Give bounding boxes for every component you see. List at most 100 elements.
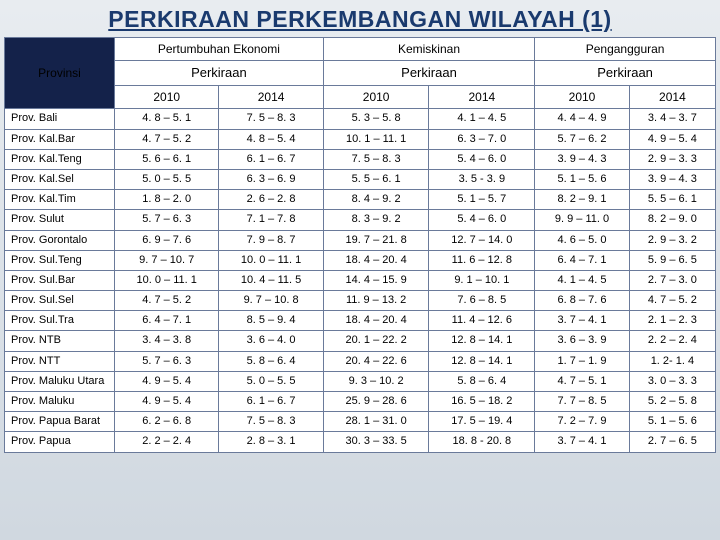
value-cell: 7. 5 – 8. 3 <box>219 109 323 129</box>
province-cell: Prov. Gorontalo <box>5 230 115 250</box>
value-cell: 5. 1 – 5. 6 <box>535 169 630 189</box>
value-cell: 30. 3 – 33. 5 <box>323 432 429 452</box>
value-cell: 11. 9 – 13. 2 <box>323 291 429 311</box>
value-cell: 5. 3 – 5. 8 <box>323 109 429 129</box>
value-cell: 5. 7 – 6. 3 <box>115 351 219 371</box>
value-cell: 5. 4 – 6. 0 <box>429 149 535 169</box>
group-pengangguran: Pengangguran <box>535 38 716 61</box>
province-cell: Prov. Sul.Bar <box>5 270 115 290</box>
value-cell: 6. 2 – 6. 8 <box>115 412 219 432</box>
value-cell: 8. 3 – 9. 2 <box>323 210 429 230</box>
value-cell: 14. 4 – 15. 9 <box>323 270 429 290</box>
value-cell: 5. 0 – 5. 5 <box>115 169 219 189</box>
value-cell: 3. 9 – 4. 3 <box>629 169 715 189</box>
value-cell: 5. 1 – 5. 7 <box>429 190 535 210</box>
value-cell: 11. 6 – 12. 8 <box>429 250 535 270</box>
value-cell: 9. 7 – 10. 8 <box>219 291 323 311</box>
page-title: PERKIRAAN PERKEMBANGAN WILAYAH (1) <box>0 0 720 37</box>
value-cell: 3. 6 – 3. 9 <box>535 331 630 351</box>
province-cell: Prov. Bali <box>5 109 115 129</box>
value-cell: 5. 8 – 6. 4 <box>429 371 535 391</box>
table-row: Prov. Maluku4. 9 – 5. 46. 1 – 6. 725. 9 … <box>5 392 716 412</box>
value-cell: 7. 5 – 8. 3 <box>219 412 323 432</box>
value-cell: 9. 9 – 11. 0 <box>535 210 630 230</box>
year-cell: 2010 <box>115 85 219 108</box>
value-cell: 1. 2- 1. 4 <box>629 351 715 371</box>
value-cell: 5. 9 – 6. 5 <box>629 250 715 270</box>
value-cell: 9. 7 – 10. 7 <box>115 250 219 270</box>
value-cell: 6. 3 – 7. 0 <box>429 129 535 149</box>
value-cell: 6. 1 – 6. 7 <box>219 149 323 169</box>
table-row: Prov. Kal.Sel5. 0 – 5. 56. 3 – 6. 95. 5 … <box>5 169 716 189</box>
value-cell: 3. 5 - 3. 9 <box>429 169 535 189</box>
value-cell: 4. 9 – 5. 4 <box>115 371 219 391</box>
value-cell: 17. 5 – 19. 4 <box>429 412 535 432</box>
value-cell: 4. 7 – 5. 1 <box>535 371 630 391</box>
value-cell: 3. 6 – 4. 0 <box>219 331 323 351</box>
value-cell: 1. 7 – 1. 9 <box>535 351 630 371</box>
value-cell: 28. 1 – 31. 0 <box>323 412 429 432</box>
province-cell: Prov. Sul.Teng <box>5 250 115 270</box>
province-cell: Prov. Papua <box>5 432 115 452</box>
value-cell: 4. 9 – 5. 4 <box>629 129 715 149</box>
sub-pengangguran: Perkiraan <box>535 61 716 86</box>
table-row: Prov. Kal.Tim1. 8 – 2. 02. 6 – 2. 88. 4 … <box>5 190 716 210</box>
table-row: Prov. Kal.Bar4. 7 – 5. 24. 8 – 5. 410. 1… <box>5 129 716 149</box>
province-cell: Prov. Papua Barat <box>5 412 115 432</box>
table-row: Prov. Sul.Bar10. 0 – 11. 110. 4 – 11. 51… <box>5 270 716 290</box>
value-cell: 7. 2 – 7. 9 <box>535 412 630 432</box>
group-kemiskinan: Kemiskinan <box>323 38 534 61</box>
value-cell: 2. 7 – 3. 0 <box>629 270 715 290</box>
province-cell: Prov. Kal.Teng <box>5 149 115 169</box>
value-cell: 4. 9 – 5. 4 <box>115 392 219 412</box>
value-cell: 4. 1 – 4. 5 <box>429 109 535 129</box>
value-cell: 4. 8 – 5. 1 <box>115 109 219 129</box>
value-cell: 7. 1 – 7. 8 <box>219 210 323 230</box>
table-row: Prov. Maluku Utara4. 9 – 5. 45. 0 – 5. 5… <box>5 371 716 391</box>
value-cell: 6. 3 – 6. 9 <box>219 169 323 189</box>
table-row: Prov. Sul.Teng9. 7 – 10. 710. 0 – 11. 11… <box>5 250 716 270</box>
value-cell: 4. 7 – 5. 2 <box>115 129 219 149</box>
value-cell: 10. 0 – 11. 1 <box>219 250 323 270</box>
province-cell: Prov. Kal.Bar <box>5 129 115 149</box>
value-cell: 10. 4 – 11. 5 <box>219 270 323 290</box>
group-header-row: Provinsi Pertumbuhan Ekonomi Kemiskinan … <box>5 38 716 61</box>
year-cell: 2010 <box>535 85 630 108</box>
province-cell: Prov. Kal.Sel <box>5 169 115 189</box>
year-cell: 2014 <box>219 85 323 108</box>
value-cell: 2. 2 – 2. 4 <box>115 432 219 452</box>
year-cell: 2010 <box>323 85 429 108</box>
value-cell: 2. 1 – 2. 3 <box>629 311 715 331</box>
value-cell: 19. 7 – 21. 8 <box>323 230 429 250</box>
value-cell: 5. 7 – 6. 3 <box>115 210 219 230</box>
value-cell: 4. 8 – 5. 4 <box>219 129 323 149</box>
value-cell: 18. 4 – 20. 4 <box>323 311 429 331</box>
value-cell: 12. 7 – 14. 0 <box>429 230 535 250</box>
year-cell: 2014 <box>629 85 715 108</box>
province-cell: Prov. NTB <box>5 331 115 351</box>
table-row: Prov. Gorontalo6. 9 – 7. 67. 9 – 8. 719.… <box>5 230 716 250</box>
value-cell: 2. 9 – 3. 3 <box>629 149 715 169</box>
table-row: Prov. NTT5. 7 – 6. 35. 8 – 6. 420. 4 – 2… <box>5 351 716 371</box>
value-cell: 2. 6 – 2. 8 <box>219 190 323 210</box>
value-cell: 8. 2 – 9. 0 <box>629 210 715 230</box>
province-cell: Prov. Kal.Tim <box>5 190 115 210</box>
sub-kemiskinan: Perkiraan <box>323 61 534 86</box>
value-cell: 8. 2 – 9. 1 <box>535 190 630 210</box>
value-cell: 25. 9 – 28. 6 <box>323 392 429 412</box>
value-cell: 18. 4 – 20. 4 <box>323 250 429 270</box>
value-cell: 1. 8 – 2. 0 <box>115 190 219 210</box>
value-cell: 6. 1 – 6. 7 <box>219 392 323 412</box>
table-row: Prov. Papua Barat6. 2 – 6. 87. 5 – 8. 32… <box>5 412 716 432</box>
year-cell: 2014 <box>429 85 535 108</box>
table-row: Prov. Sul.Sel4. 7 – 5. 29. 7 – 10. 811. … <box>5 291 716 311</box>
value-cell: 6. 4 – 7. 1 <box>115 311 219 331</box>
value-cell: 5. 6 – 6. 1 <box>115 149 219 169</box>
value-cell: 7. 6 – 8. 5 <box>429 291 535 311</box>
value-cell: 18. 8 - 20. 8 <box>429 432 535 452</box>
value-cell: 3. 4 – 3. 7 <box>629 109 715 129</box>
value-cell: 6. 9 – 7. 6 <box>115 230 219 250</box>
value-cell: 5. 5 – 6. 1 <box>323 169 429 189</box>
sub-ekonomi: Perkiraan <box>115 61 324 86</box>
value-cell: 2. 2 – 2. 4 <box>629 331 715 351</box>
